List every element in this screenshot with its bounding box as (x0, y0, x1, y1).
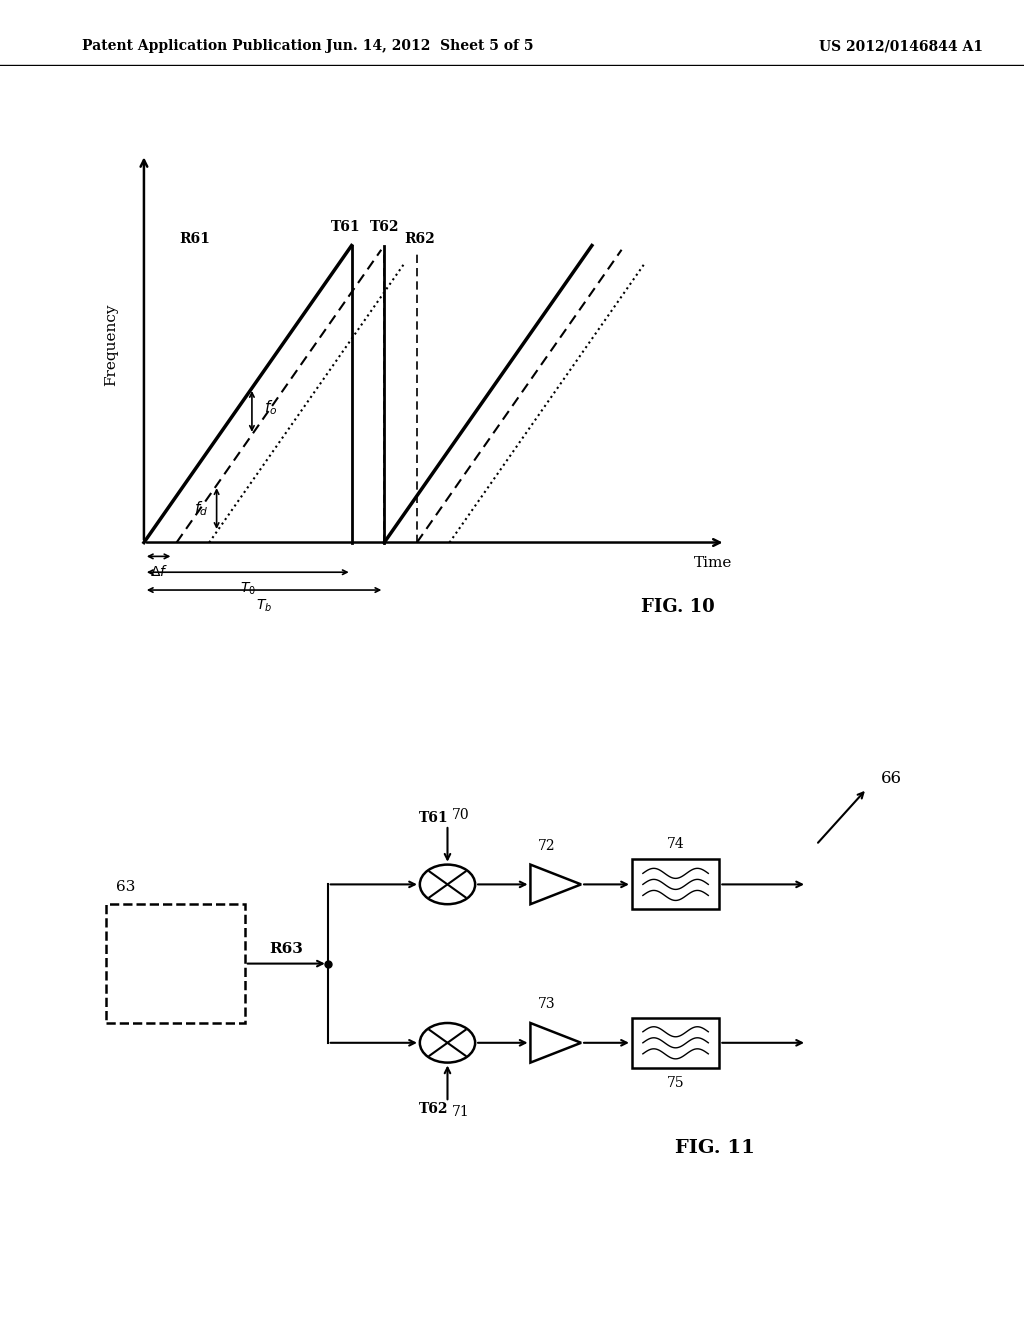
Text: T61: T61 (419, 810, 449, 825)
Text: T62: T62 (370, 219, 399, 234)
Text: Jun. 14, 2012  Sheet 5 of 5: Jun. 14, 2012 Sheet 5 of 5 (327, 40, 534, 53)
Text: R63: R63 (269, 941, 303, 956)
Text: US 2012/0146844 A1: US 2012/0146844 A1 (819, 40, 983, 53)
Text: 66: 66 (881, 771, 902, 787)
Text: T62: T62 (419, 1102, 449, 1117)
Text: $T_b$: $T_b$ (256, 598, 272, 614)
Bar (632, 1018, 720, 1068)
Bar (632, 859, 720, 909)
Text: R61: R61 (179, 231, 210, 246)
Text: $f_o$: $f_o$ (264, 399, 278, 417)
Text: 74: 74 (667, 837, 684, 851)
Text: 72: 72 (538, 838, 555, 853)
Text: $\Delta f$: $\Delta f$ (150, 565, 168, 579)
Text: 75: 75 (667, 1076, 684, 1090)
Text: FIG. 10: FIG. 10 (641, 598, 715, 616)
Text: $f_d$: $f_d$ (194, 499, 208, 517)
Text: T61: T61 (331, 219, 360, 234)
Text: 73: 73 (538, 997, 555, 1011)
Text: 63: 63 (116, 880, 135, 894)
Text: R62: R62 (404, 231, 435, 246)
Text: Patent Application Publication: Patent Application Publication (82, 40, 322, 53)
Text: 71: 71 (453, 1105, 470, 1119)
Text: 70: 70 (453, 808, 470, 821)
Text: Frequency: Frequency (104, 304, 119, 385)
Text: Time: Time (694, 557, 733, 570)
Text: FIG. 11: FIG. 11 (675, 1139, 755, 1158)
Text: $T_0$: $T_0$ (240, 581, 256, 597)
Bar (106, 904, 245, 1023)
Polygon shape (530, 1023, 582, 1063)
Polygon shape (530, 865, 582, 904)
